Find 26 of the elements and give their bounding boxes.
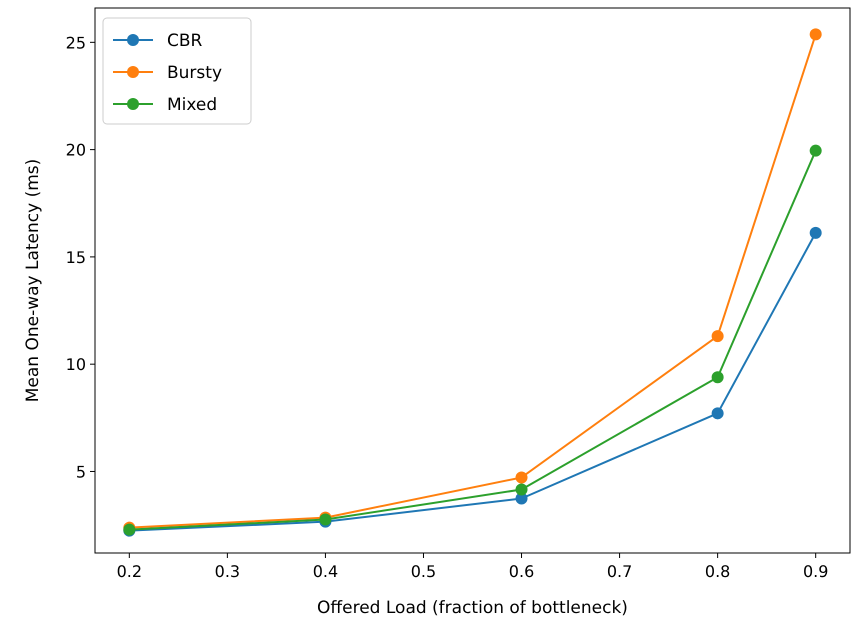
x-tick-label: 0.2 — [116, 562, 142, 581]
x-tick-label: 0.6 — [508, 562, 534, 581]
x-tick-label: 0.5 — [410, 562, 436, 581]
point — [712, 330, 724, 342]
point — [516, 483, 528, 496]
point — [712, 407, 724, 420]
legend-label: CBR — [167, 31, 203, 51]
x-tick-label: 0.8 — [704, 562, 730, 581]
y-tick-label: 15 — [66, 248, 86, 267]
y-tick-label: 5 — [76, 462, 86, 482]
y-tick-label: 10 — [66, 355, 86, 374]
y-tick-label: 25 — [66, 33, 86, 52]
x-tick-label: 0.3 — [214, 562, 240, 581]
point — [810, 144, 822, 157]
point — [712, 371, 724, 384]
x-tick-label: 0.9 — [802, 562, 828, 581]
y-tick-label: 20 — [66, 140, 86, 160]
x-axis-title: Offered Load (fraction of bottleneck) — [317, 598, 628, 618]
point — [810, 226, 822, 239]
legend-label: Mixed — [167, 95, 218, 115]
x-tick-label: 0.4 — [312, 562, 338, 581]
point — [810, 28, 822, 40]
x-tick-label: 0.7 — [606, 562, 632, 581]
point — [516, 471, 528, 484]
legend-label: Bursty — [167, 63, 222, 83]
y-axis-title: Mean One-way Latency (ms) — [23, 158, 43, 402]
